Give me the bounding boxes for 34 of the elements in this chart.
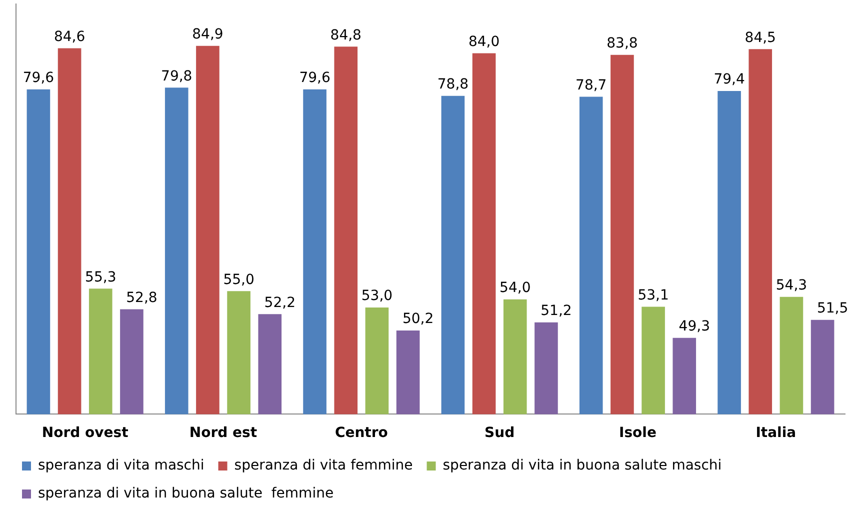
data-label: 53,0 — [361, 288, 393, 304]
x-tick-label: Isole — [619, 425, 656, 442]
x-tick-label: Centro — [334, 425, 388, 442]
data-label: 79,4 — [714, 72, 745, 88]
x-tick-label: Sud — [484, 425, 515, 442]
data-label: 78,7 — [576, 77, 607, 94]
data-label: 84,0 — [468, 34, 500, 50]
legend-label: speranza di vita maschi — [38, 458, 204, 474]
data-label: 52,2 — [264, 294, 296, 311]
data-label: 84,8 — [330, 27, 362, 44]
data-label: 52,8 — [126, 290, 158, 306]
data-label: 55,3 — [85, 269, 116, 286]
x-tick-label: Nord est — [189, 425, 258, 442]
legend-label: speranza di vita in buona salute femmine — [38, 486, 334, 502]
data-label: 55,0 — [223, 272, 254, 288]
data-label: 79,8 — [161, 68, 192, 84]
data-label: 54,3 — [776, 278, 808, 294]
data-label: 51,2 — [540, 302, 572, 319]
data-label: 54,0 — [500, 280, 531, 296]
data-label: 84,5 — [744, 30, 776, 46]
data-label: 53,1 — [638, 287, 669, 304]
x-tick-label: Italia — [756, 425, 796, 442]
data-label: 79,6 — [299, 70, 330, 86]
data-label: 78,8 — [437, 76, 469, 93]
data-label: 79,6 — [22, 70, 54, 86]
data-label: 83,8 — [606, 36, 638, 52]
data-label: 50,2 — [402, 311, 434, 328]
x-tick-label: Nord ovest — [42, 425, 129, 442]
data-label: 84,9 — [192, 26, 224, 42]
data-label: 84,6 — [54, 28, 86, 45]
data-label: 51,5 — [816, 300, 848, 316]
legend-label: speranza di vita in buona salute maschi — [442, 458, 722, 474]
legend-label: speranza di vita femmine — [234, 458, 413, 474]
data-label: 49,3 — [678, 318, 710, 335]
